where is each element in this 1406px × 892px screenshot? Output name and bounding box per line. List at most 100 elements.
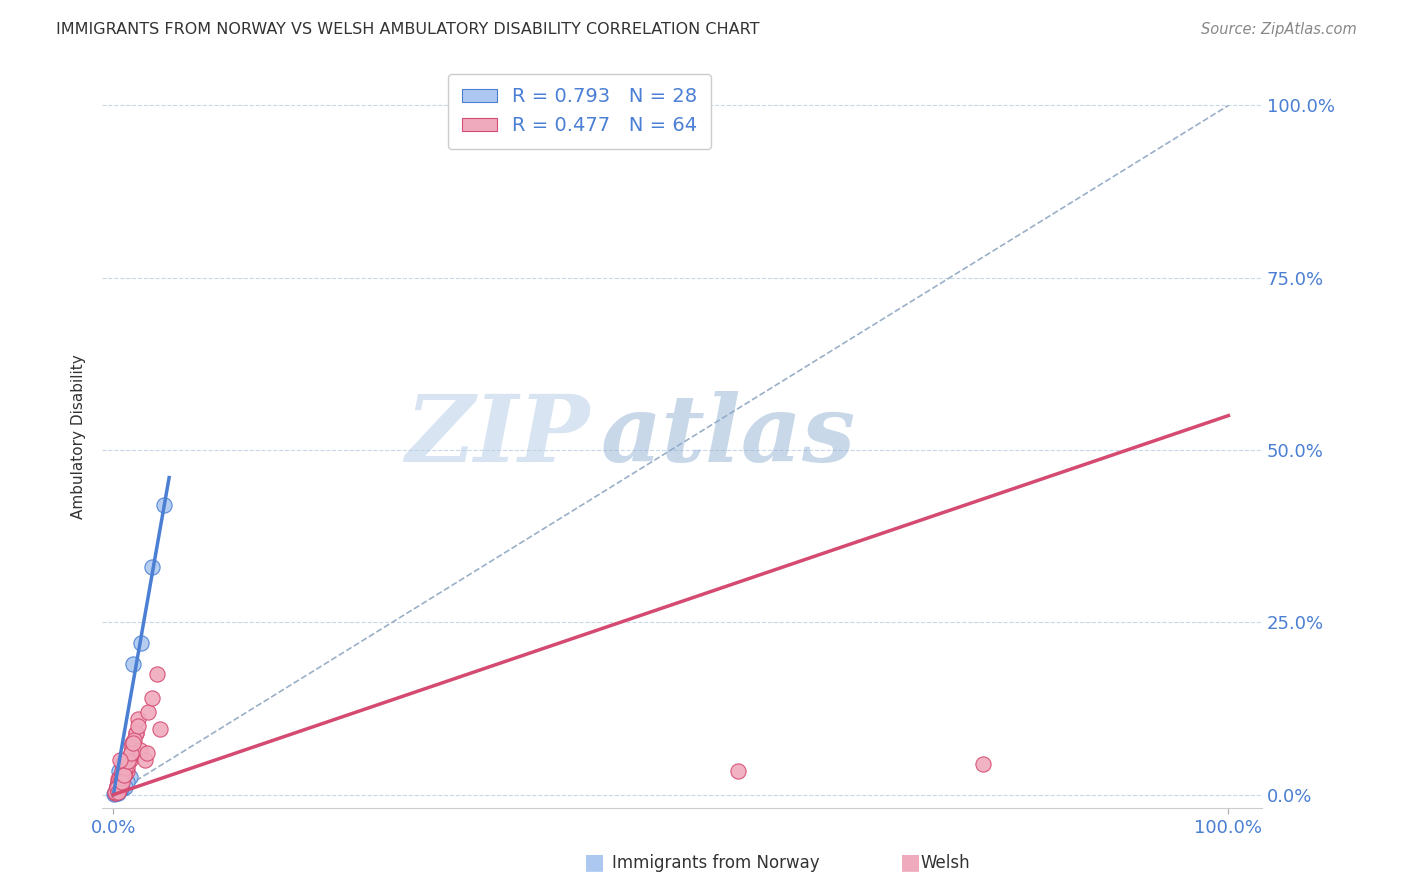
Point xyxy=(108,764,131,778)
Point xyxy=(110,773,132,788)
Point xyxy=(110,780,132,795)
Point xyxy=(111,770,134,784)
Point xyxy=(105,780,128,794)
Point xyxy=(727,764,749,778)
Point xyxy=(105,785,128,799)
Point xyxy=(107,783,129,797)
Text: ZIP: ZIP xyxy=(405,392,589,482)
Point xyxy=(111,756,134,771)
Point xyxy=(122,657,145,671)
Point xyxy=(115,755,138,769)
Point xyxy=(120,753,142,767)
Point xyxy=(104,786,127,800)
Point xyxy=(108,777,131,791)
Point xyxy=(107,784,129,798)
Point xyxy=(108,779,131,793)
Text: ■: ■ xyxy=(900,853,921,872)
Point xyxy=(105,780,128,794)
Point xyxy=(104,782,127,797)
Point xyxy=(129,636,152,650)
Point xyxy=(129,743,152,757)
Point xyxy=(122,743,145,757)
Legend: R = 0.793   N = 28, R = 0.477   N = 64: R = 0.793 N = 28, R = 0.477 N = 64 xyxy=(449,74,711,149)
Point xyxy=(108,782,131,797)
Point xyxy=(114,780,136,794)
Point xyxy=(117,752,139,766)
Point xyxy=(118,747,141,762)
Point xyxy=(115,760,138,774)
Point xyxy=(108,773,131,788)
Point xyxy=(120,739,142,754)
Point xyxy=(104,784,127,798)
Point xyxy=(124,725,146,739)
Point xyxy=(107,785,129,799)
Point xyxy=(111,775,134,789)
Point xyxy=(104,785,127,799)
Point xyxy=(121,736,143,750)
Point xyxy=(104,785,127,799)
Point xyxy=(107,780,129,794)
Point xyxy=(108,782,131,797)
Point xyxy=(122,732,145,747)
Text: Source: ZipAtlas.com: Source: ZipAtlas.com xyxy=(1201,22,1357,37)
Text: Welsh: Welsh xyxy=(921,855,970,872)
Point xyxy=(117,754,139,768)
Point xyxy=(114,773,136,788)
Point xyxy=(108,782,131,797)
Point xyxy=(120,747,142,761)
Text: atlas: atlas xyxy=(600,392,856,482)
Point xyxy=(105,784,128,798)
Point xyxy=(111,780,134,794)
Point xyxy=(124,725,146,739)
Point xyxy=(107,780,129,794)
Point xyxy=(104,786,127,800)
Point xyxy=(105,783,128,797)
Point xyxy=(112,768,135,782)
Point xyxy=(118,749,141,764)
Point xyxy=(107,780,129,795)
Point xyxy=(112,765,135,780)
Point xyxy=(108,771,131,785)
Point xyxy=(136,705,159,719)
Y-axis label: Ambulatory Disability: Ambulatory Disability xyxy=(72,354,86,518)
Point xyxy=(108,772,131,787)
Point xyxy=(112,780,135,795)
Point xyxy=(110,768,132,782)
Point xyxy=(146,667,169,681)
Point xyxy=(112,767,135,781)
Point xyxy=(141,560,163,574)
Point xyxy=(114,760,136,774)
Point xyxy=(104,786,127,800)
Point xyxy=(105,782,128,797)
Point xyxy=(108,753,131,767)
Point xyxy=(107,772,129,787)
Point xyxy=(152,498,174,512)
Point xyxy=(107,786,129,800)
Point xyxy=(972,756,994,771)
Point xyxy=(122,736,145,750)
Text: ■: ■ xyxy=(583,853,605,872)
Point xyxy=(108,777,131,791)
Point xyxy=(105,786,128,800)
Point xyxy=(110,771,132,785)
Point xyxy=(149,722,172,736)
Point xyxy=(115,775,138,789)
Point xyxy=(107,775,129,789)
Point xyxy=(111,764,134,778)
Point xyxy=(127,712,149,726)
Point xyxy=(115,764,138,778)
Point xyxy=(135,747,157,761)
Point xyxy=(141,691,163,706)
Text: Immigrants from Norway: Immigrants from Norway xyxy=(612,855,820,872)
Point xyxy=(110,781,132,796)
Point xyxy=(105,782,128,797)
Point xyxy=(114,758,136,772)
Point xyxy=(104,786,127,800)
Point xyxy=(105,781,128,796)
Point xyxy=(120,771,142,785)
Point xyxy=(114,767,136,781)
Point xyxy=(105,784,128,798)
Point xyxy=(127,719,149,733)
Point xyxy=(114,762,136,776)
Point xyxy=(103,787,125,801)
